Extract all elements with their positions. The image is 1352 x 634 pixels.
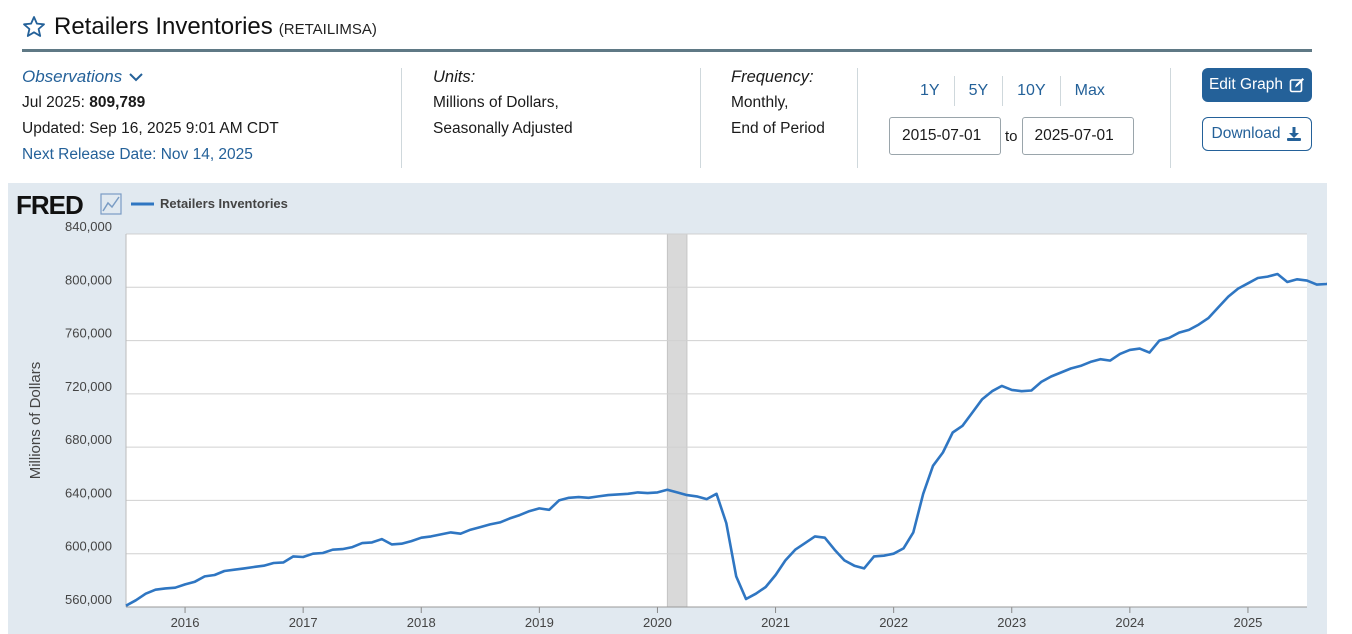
updated-text: Updated: Sep 16, 2025 9:01 AM CDT [22,120,279,137]
y-tick-label: 840,000 [65,219,112,234]
next-release-link[interactable]: Next Release Date: Nov 14, 2025 [22,146,253,163]
title-row: Retailers Inventories (RETAILIMSA) [22,10,377,44]
fred-logo: FRED [16,190,83,220]
y-tick-label: 720,000 [65,379,112,394]
y-tick-label: 680,000 [65,432,112,447]
range-1y-button[interactable]: 1Y [920,82,940,99]
divider [1170,68,1171,168]
frequency-panel: Frequency: Monthly, End of Period [731,64,825,142]
series-id: (RETAILIMSA) [278,20,377,38]
x-tick-label: 2021 [761,615,790,630]
plot-area [126,234,1307,607]
units-label: Units: [433,68,476,86]
series-line [125,272,1327,607]
x-tick-label: 2019 [525,615,554,630]
title-divider [22,49,1312,52]
frequency-label: Frequency: [731,68,814,86]
edit-graph-label: Edit Graph [1208,76,1284,93]
chart-icon [100,193,122,215]
to-label: to [1005,127,1018,145]
units-line-2: Seasonally Adjusted [433,120,573,137]
edit-icon [1289,78,1305,93]
star-icon[interactable] [22,15,46,39]
chart-panel: 560,000 600,000 640,000 680,000 720,000 760,0… [8,183,1327,634]
x-tick-label: 2020 [643,615,672,630]
legend-label: Retailers Inventories [160,196,288,211]
y-tick-label: 600,000 [65,539,112,554]
y-tick-label: 560,000 [65,592,112,607]
y-tick-label: 800,000 [65,272,112,287]
observations-panel: Observations Jul 2025: 809,789 Updated: … [22,64,279,168]
range-buttons: 1Y 5Y 10Y Max [906,76,1119,106]
divider [1059,76,1061,106]
download-icon [1287,127,1302,141]
latest-observation: Jul 2025: 809,789 [22,90,279,116]
date-range: to [889,117,1134,155]
divider [953,76,955,106]
x-tick-label: 2017 [289,615,318,630]
observations-dropdown[interactable]: Observations [22,64,279,90]
units-panel: Units: Millions of Dollars, Seasonally A… [433,64,573,142]
range-max-button[interactable]: Max [1074,82,1105,99]
divider [700,68,701,168]
page-title: Retailers Inventories [54,13,273,40]
observations-label: Observations [22,67,123,86]
end-date-input[interactable] [1021,117,1134,155]
x-tick-label: 2022 [879,615,908,630]
range-5y-button[interactable]: 5Y [968,82,989,99]
y-axis-label: Millions of Dollars [27,362,44,480]
frequency-line-1: Monthly, [731,94,789,111]
x-tick-label: 2024 [1115,615,1144,630]
units-line-1: Millions of Dollars, [433,94,559,111]
latest-value: 809,789 [89,94,146,111]
frequency-line-2: End of Period [731,120,825,137]
divider [401,68,402,168]
divider [857,68,858,168]
y-tick-label: 640,000 [65,485,112,500]
chart: 560,000 600,000 640,000 680,000 720,000 760,0… [16,190,1327,630]
recession-shading [666,233,688,608]
download-button[interactable]: Download [1202,117,1312,151]
y-tick-label: 760,000 [65,326,112,341]
start-date-input[interactable] [889,117,1001,155]
x-tick-label: 2025 [1233,615,1262,630]
download-label: Download [1211,125,1281,142]
chevron-down-icon [129,73,143,82]
edit-graph-button[interactable]: Edit Graph [1202,68,1312,102]
range-10y-button[interactable]: 10Y [1017,82,1046,99]
chart-icon-line [102,196,120,212]
x-tick-label: 2016 [171,615,200,630]
divider [1002,76,1004,106]
latest-date: Jul 2025: [22,94,85,111]
x-tick-label: 2023 [997,615,1026,630]
x-tick-label: 2018 [407,615,436,630]
